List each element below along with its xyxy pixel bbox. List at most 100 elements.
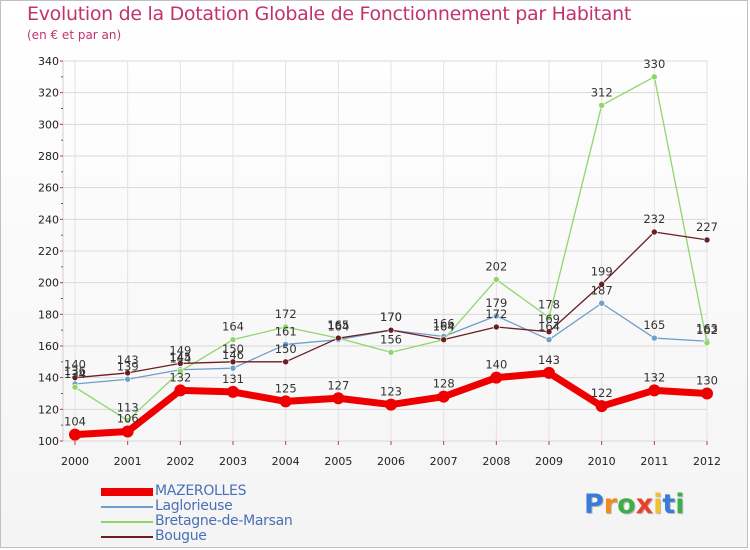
- data-label-bretagne-de-marsan-2008: 202: [485, 260, 507, 274]
- point-mazerolles-2002: [174, 384, 187, 397]
- point-bougue-2002: [177, 360, 184, 367]
- data-label-bougue-2007: 164: [433, 320, 455, 334]
- point-laglorieuse-2001: [124, 375, 131, 383]
- x-tick-label-2010: 2010: [588, 455, 616, 468]
- data-label-mazerolles-2008: 140: [485, 358, 507, 372]
- data-label-laglorieuse-2012: 163: [696, 321, 718, 335]
- data-label-laglorieuse-2002: 145: [169, 350, 191, 364]
- point-mazerolles-2010: [595, 400, 608, 413]
- point-mazerolles-2003: [227, 385, 239, 398]
- point-bougue-2003: [229, 358, 237, 366]
- chart-title: Evolution de la Dotation Globale de Fonc…: [27, 3, 632, 25]
- data-label-bougue-2012: 227: [696, 220, 718, 234]
- x-tick-label-2008: 2008: [482, 455, 510, 468]
- y-tick-label-120: 120: [38, 403, 59, 416]
- data-label-bougue-2004: 150: [275, 342, 297, 356]
- x-tick-label-2003: 2003: [219, 455, 247, 468]
- data-label-bretagne-de-marsan-2004: 172: [275, 307, 297, 321]
- logo-letter: r: [603, 489, 618, 520]
- data-label-bougue-2005: 165: [327, 318, 349, 332]
- point-bougue-2005: [335, 334, 342, 342]
- data-label-bretagne-de-marsan-2005: 165: [327, 318, 349, 332]
- proxiti-logo: Proxiti: [584, 489, 685, 520]
- y-tick-label-140: 140: [38, 372, 59, 385]
- data-label-mazerolles-2007: 128: [433, 377, 455, 391]
- y-tick-label-300: 300: [38, 118, 59, 131]
- x-tick-label-2007: 2007: [430, 455, 458, 468]
- data-label-laglorieuse-2003: 146: [222, 348, 244, 362]
- data-label-mazerolles-2006: 123: [380, 385, 402, 399]
- data-label-laglorieuse-2009: 164: [538, 320, 560, 334]
- legend-label: MAZEROLLES: [155, 483, 247, 499]
- data-label-mazerolles-2000: 104: [64, 415, 86, 429]
- x-tick-label-2004: 2004: [272, 455, 300, 468]
- data-label-laglorieuse-2005: 164: [327, 320, 349, 334]
- data-label-bretagne-de-marsan-2012: 162: [696, 323, 718, 337]
- point-bretagne-de-marsan-2010: [598, 102, 605, 109]
- y-tick-label-280: 280: [38, 150, 59, 163]
- data-label-bretagne-de-marsan-2010: 312: [591, 85, 613, 99]
- x-tick-label-2001: 2001: [114, 455, 142, 468]
- logo-letter: t: [662, 489, 676, 520]
- data-label-bougue-2006: 170: [380, 310, 402, 324]
- point-mazerolles-2012: [701, 387, 713, 400]
- y-tick-label-160: 160: [38, 340, 59, 353]
- data-label-laglorieuse-2007: 166: [433, 317, 455, 331]
- y-tick-label-220: 220: [38, 245, 59, 258]
- data-label-mazerolles-2005: 127: [327, 378, 349, 392]
- data-label-bretagne-de-marsan-2007: 164: [433, 320, 455, 334]
- point-bretagne-de-marsan-2001: [124, 417, 131, 424]
- x-tick-label-2009: 2009: [535, 455, 563, 468]
- data-label-laglorieuse-2001: 139: [117, 359, 139, 373]
- data-label-laglorieuse-2004: 161: [275, 324, 297, 338]
- y-tick-label-340: 340: [38, 55, 59, 68]
- data-label-mazerolles-2002: 132: [169, 370, 191, 384]
- y-tick-label-240: 240: [38, 213, 59, 226]
- point-bretagne-de-marsan-2011: [651, 73, 658, 81]
- logo-letter: P: [584, 489, 604, 520]
- point-bougue-2011: [651, 228, 658, 236]
- point-bougue-2008: [493, 323, 500, 331]
- data-label-mazerolles-2001: 106: [117, 412, 139, 426]
- legend-swatch: [101, 506, 153, 508]
- point-mazerolles-2006: [385, 398, 397, 411]
- point-bretagne-de-marsan-2000: [71, 383, 79, 391]
- point-bougue-2004: [282, 358, 289, 366]
- point-mazerolles-2009: [543, 366, 555, 379]
- point-mazerolles-2011: [648, 384, 661, 397]
- data-label-laglorieuse-2000: 136: [64, 364, 86, 378]
- data-label-mazerolles-2009: 143: [538, 353, 560, 367]
- point-mazerolles-2000: [69, 428, 81, 441]
- point-bretagne-de-marsan-2004: [282, 323, 289, 331]
- x-tick-label-2002: 2002: [166, 455, 194, 468]
- point-bretagne-de-marsan-2008: [493, 276, 500, 283]
- x-tick-label-2012: 2012: [693, 455, 721, 468]
- data-label-bougue-2010: 199: [591, 264, 613, 278]
- point-laglorieuse-2009: [545, 336, 553, 343]
- label-layer: 104 106 132 131 125 127 123 128 140 143 122 132 130 1…: [64, 57, 718, 429]
- data-label-mazerolles-2004: 125: [275, 381, 297, 395]
- data-label-bretagne-de-marsan-2000: 134: [64, 367, 86, 381]
- data-label-bougue-2000: 140: [64, 358, 86, 372]
- logo-letter: x: [635, 489, 654, 520]
- data-label-bretagne-de-marsan-2006: 156: [380, 332, 402, 346]
- legend-swatch: [101, 536, 153, 538]
- data-label-bretagne-de-marsan-2003: 164: [222, 320, 244, 334]
- point-laglorieuse-2010: [598, 299, 605, 307]
- point-mazerolles-2007: [437, 390, 450, 403]
- point-mazerolles-2004: [279, 395, 292, 408]
- point-bougue-2009: [545, 328, 553, 336]
- x-tick-label-2005: 2005: [324, 455, 352, 468]
- data-label-mazerolles-2012: 130: [696, 374, 718, 388]
- series-layer: [69, 73, 713, 441]
- data-label-laglorieuse-2010: 187: [591, 283, 613, 297]
- point-bretagne-de-marsan-2003: [229, 336, 237, 343]
- chart-subtitle: (en € et par an): [27, 28, 122, 42]
- data-label-bretagne-de-marsan-2011: 330: [643, 57, 665, 71]
- legend-label: Bretagne-de-Marsan: [155, 513, 293, 529]
- data-label-laglorieuse-2006: 170: [380, 310, 402, 324]
- data-label-laglorieuse-2008: 179: [485, 296, 507, 310]
- point-laglorieuse-2004: [282, 341, 289, 348]
- data-label-laglorieuse-2011: 165: [643, 318, 665, 332]
